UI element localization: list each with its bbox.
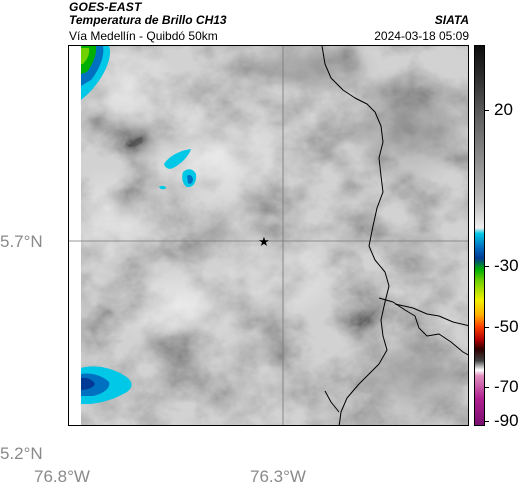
satellite-map[interactable]: ★ — [68, 45, 469, 426]
colorbar-label: -90 — [494, 411, 519, 430]
colorbar-tick — [485, 327, 489, 328]
longitude-label-left: 76.8°W — [34, 467, 90, 486]
colorbar-tick — [485, 266, 489, 267]
colorbar-tick — [485, 387, 489, 388]
colorbar-label: -70 — [494, 377, 519, 396]
cold-cloud-top-sw — [81, 366, 132, 404]
colorbar-tick — [485, 421, 489, 422]
timestamp-label: 2024-03-18 05:09 — [374, 29, 469, 43]
colorbar — [474, 45, 485, 426]
brightness-temperature-field: ★ — [69, 46, 468, 425]
cold-cloud-top-nw — [81, 46, 111, 100]
colorbar-label: -50 — [494, 317, 519, 336]
region-subtitle: Vía Medellín - Quibdó 50km — [69, 29, 218, 43]
organization-label: SIATA — [434, 13, 469, 27]
satellite-name: GOES-EAST — [69, 0, 142, 14]
longitude-label-right: 76.3°W — [250, 467, 306, 486]
star-icon[interactable]: ★ — [258, 235, 270, 250]
cold-cloud-top-center — [159, 149, 197, 190]
latitude-label-top: 5.7°N — [0, 232, 43, 251]
colorbar-tick — [485, 110, 489, 111]
department-borders — [321, 46, 468, 425]
colorbar-label: -30 — [494, 256, 519, 275]
latitude-label-bottom: 5.2°N — [0, 444, 43, 463]
colorbar-label: 20 — [494, 100, 513, 119]
product-title: Temperatura de Brillo CH13 — [69, 13, 227, 27]
